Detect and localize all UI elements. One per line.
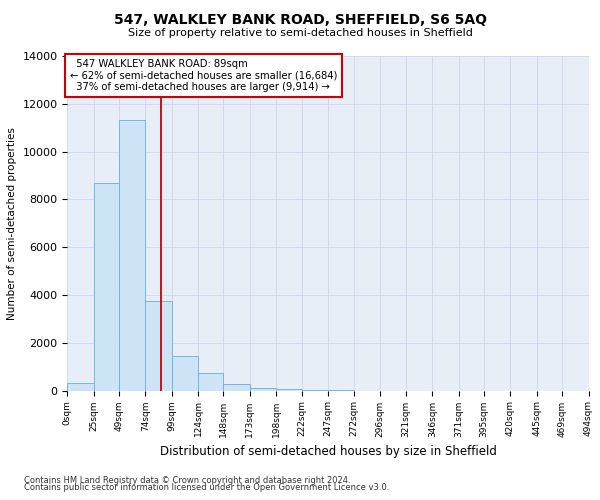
Bar (198, 372, 223, 390)
Bar (250, 388, 276, 390)
Text: Contains HM Land Registry data © Crown copyright and database right 2024.: Contains HM Land Registry data © Crown c… (24, 476, 350, 485)
Bar (67, 384, 94, 390)
Bar (172, 356, 198, 390)
Bar (276, 389, 302, 390)
Bar (119, 120, 145, 390)
Bar (94, 182, 119, 390)
Y-axis label: Number of semi-detached properties: Number of semi-detached properties (7, 127, 17, 320)
Bar (145, 301, 172, 390)
Text: 547 WALKLEY BANK ROAD: 89sqm
← 62% of semi-detached houses are smaller (16,684)
: 547 WALKLEY BANK ROAD: 89sqm ← 62% of se… (70, 60, 337, 92)
Text: 547, WALKLEY BANK ROAD, SHEFFIELD, S6 5AQ: 547, WALKLEY BANK ROAD, SHEFFIELD, S6 5A… (113, 12, 487, 26)
Text: Contains public sector information licensed under the Open Government Licence v3: Contains public sector information licen… (24, 484, 389, 492)
Bar (223, 384, 250, 390)
Text: Size of property relative to semi-detached houses in Sheffield: Size of property relative to semi-detach… (128, 28, 472, 38)
X-axis label: Distribution of semi-detached houses by size in Sheffield: Distribution of semi-detached houses by … (160, 445, 496, 458)
